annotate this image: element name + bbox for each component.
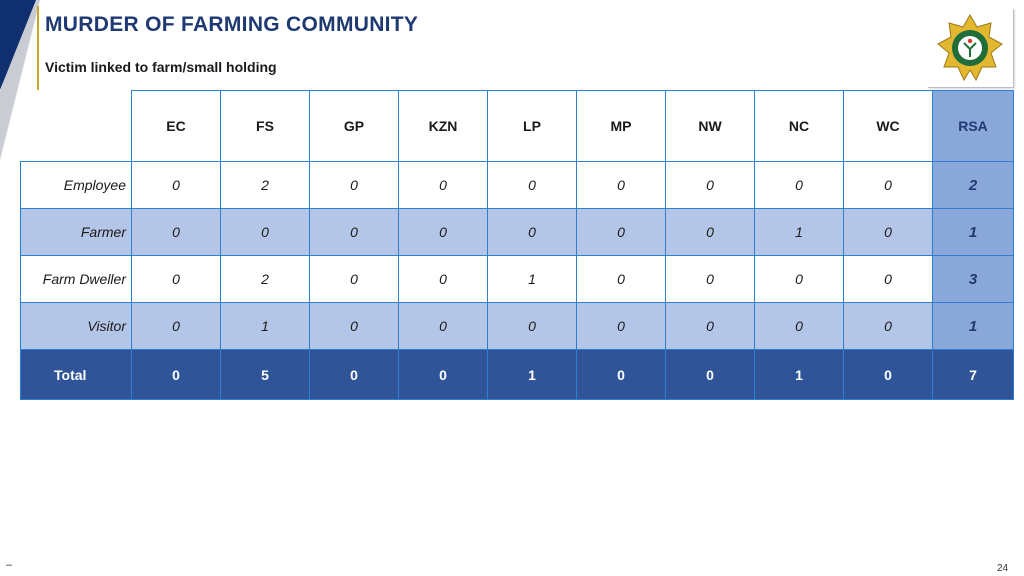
- table-row: Employee 0 2 0 0 0 0 0 0 0 2: [20, 161, 1014, 209]
- row-label: Visitor: [20, 302, 132, 350]
- table-cell: 0: [398, 255, 488, 303]
- total-cell: 0: [843, 349, 933, 400]
- table-cell: 0: [576, 161, 666, 209]
- table-cell: 2: [220, 161, 310, 209]
- table-cell: 1: [220, 302, 310, 350]
- table-cell: 0: [131, 302, 221, 350]
- column-header: EC: [131, 90, 221, 162]
- table-cell: 0: [487, 161, 577, 209]
- total-row: Total 0 5 0 0 1 0 0 1 0 7: [20, 349, 1014, 400]
- rsa-cell: 1: [932, 208, 1014, 256]
- rsa-cell: 3: [932, 255, 1014, 303]
- data-table: EC FS GP KZN LP MP NW NC WC RSA Employee…: [20, 90, 1014, 400]
- table-cell: 0: [131, 208, 221, 256]
- row-label: Farm Dweller: [20, 255, 132, 303]
- page-title: MURDER OF FARMING COMMUNITY: [45, 13, 419, 36]
- table-cell: 1: [754, 208, 844, 256]
- table-cell: 0: [843, 302, 933, 350]
- total-cell: 1: [487, 349, 577, 400]
- table-row: Farm Dweller 0 2 0 0 1 0 0 0 0 3: [20, 255, 1014, 303]
- title-accent-rule: [37, 6, 39, 90]
- table-cell: 0: [843, 255, 933, 303]
- column-header: NC: [754, 90, 844, 162]
- rsa-cell: 2: [932, 161, 1014, 209]
- table-cell: 0: [665, 208, 755, 256]
- table-cell: 0: [398, 208, 488, 256]
- table-cell: 0: [665, 255, 755, 303]
- table-cell: 0: [309, 302, 399, 350]
- table-row: Farmer 0 0 0 0 0 0 0 1 0 1: [20, 208, 1014, 256]
- saps-star-emblem-icon: [937, 14, 1003, 82]
- footer-dash: –: [6, 559, 13, 571]
- table-cell: 0: [309, 161, 399, 209]
- table-cell: 0: [754, 302, 844, 350]
- table-cell: 0: [309, 255, 399, 303]
- table-cell: 0: [131, 255, 221, 303]
- column-header: NW: [665, 90, 755, 162]
- table-cell: 0: [398, 161, 488, 209]
- table-cell: 0: [843, 161, 933, 209]
- row-label: Farmer: [20, 208, 132, 256]
- table-cell: 0: [754, 161, 844, 209]
- table-row: Visitor 0 1 0 0 0 0 0 0 0 1: [20, 302, 1014, 350]
- total-cell: 0: [665, 349, 755, 400]
- column-header: KZN: [398, 90, 488, 162]
- column-header: MP: [576, 90, 666, 162]
- column-header: WC: [843, 90, 933, 162]
- table-cell: 0: [487, 208, 577, 256]
- table-cell: 0: [576, 255, 666, 303]
- table-cell: 0: [665, 302, 755, 350]
- rsa-cell: 1: [932, 302, 1014, 350]
- table-cell: 0: [487, 302, 577, 350]
- table-cell: 0: [576, 302, 666, 350]
- total-cell: 0: [576, 349, 666, 400]
- table-cell: 1: [487, 255, 577, 303]
- total-cell: 0: [309, 349, 399, 400]
- total-cell: 5: [220, 349, 310, 400]
- table-cell: 0: [576, 208, 666, 256]
- total-cell-rsa: 7: [932, 349, 1014, 400]
- column-header: GP: [309, 90, 399, 162]
- table-cell: 2: [220, 255, 310, 303]
- column-header-rsa: RSA: [932, 90, 1014, 162]
- column-header: LP: [487, 90, 577, 162]
- total-cell: 0: [131, 349, 221, 400]
- page-number: 24: [997, 563, 1009, 574]
- total-label: Total: [20, 349, 132, 400]
- row-label: Employee: [20, 161, 132, 209]
- saps-logo: [928, 9, 1014, 88]
- table-header-row: EC FS GP KZN LP MP NW NC WC RSA: [20, 90, 1014, 162]
- table-cell: 0: [665, 161, 755, 209]
- table-corner-cell: [20, 90, 132, 162]
- column-header: FS: [220, 90, 310, 162]
- table-cell: 0: [843, 208, 933, 256]
- table-cell: 0: [754, 255, 844, 303]
- total-cell: 0: [398, 349, 488, 400]
- table-cell: 0: [398, 302, 488, 350]
- table-cell: 0: [220, 208, 310, 256]
- table-cell: 0: [309, 208, 399, 256]
- page-subtitle: Victim linked to farm/small holding: [45, 59, 277, 75]
- decorative-navy-corner: [0, 0, 36, 90]
- table-cell: 0: [131, 161, 221, 209]
- total-cell: 1: [754, 349, 844, 400]
